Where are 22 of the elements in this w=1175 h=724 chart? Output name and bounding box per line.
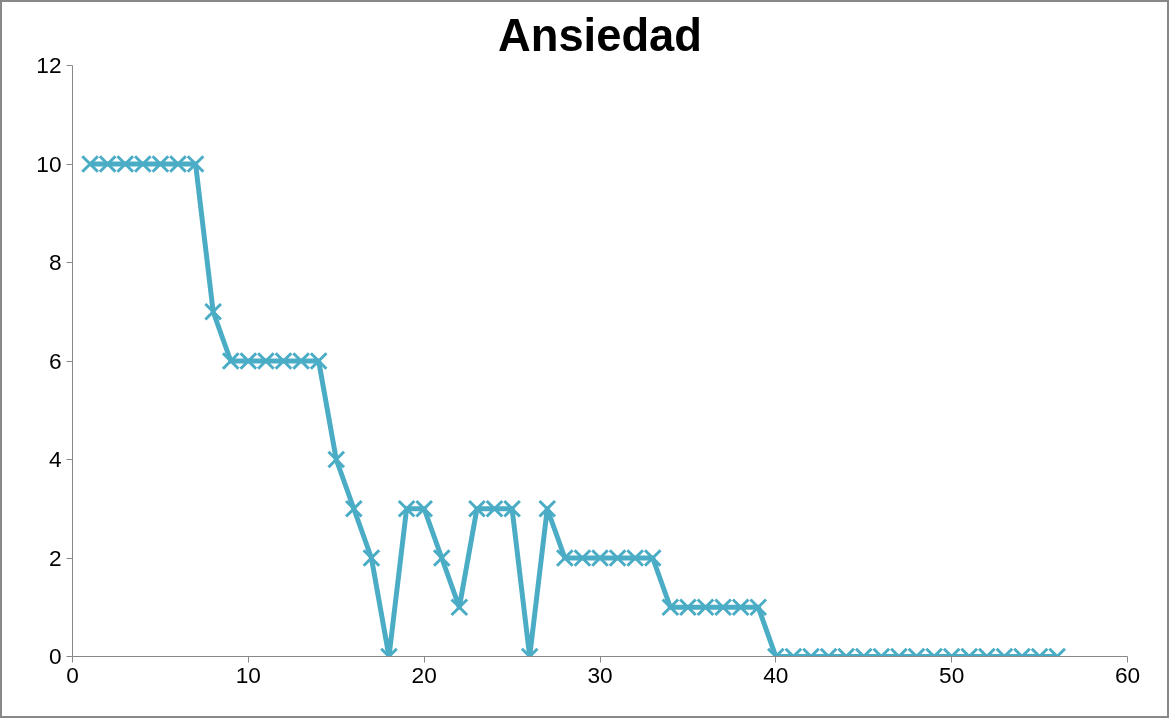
- point: [432, 548, 452, 568]
- x-tick-label: 20: [411, 661, 437, 688]
- y-tick-label: 0: [48, 643, 62, 669]
- y-tick-label: 10: [36, 150, 62, 177]
- chart-title: Ansiedad: [497, 9, 703, 61]
- point: [203, 302, 223, 322]
- y-tick-label: 2: [48, 544, 62, 571]
- x-tick-label: 60: [1114, 661, 1141, 688]
- y-tick-label: 8: [48, 249, 62, 275]
- x-tick-label: 50: [939, 661, 965, 688]
- point: [362, 548, 381, 568]
- y-tick-label: 6: [48, 347, 62, 374]
- x-tick-label: 30: [587, 661, 613, 688]
- point: [537, 499, 557, 519]
- y-tick-label: 4: [48, 446, 62, 472]
- point: [326, 450, 346, 469]
- point: [344, 499, 364, 519]
- x-tick-label: 0: [66, 661, 79, 688]
- point: [450, 597, 469, 617]
- x-tick-label: 10: [235, 661, 261, 688]
- x-tick-label: 40: [763, 661, 789, 688]
- y-tick-label: 12: [36, 52, 62, 78]
